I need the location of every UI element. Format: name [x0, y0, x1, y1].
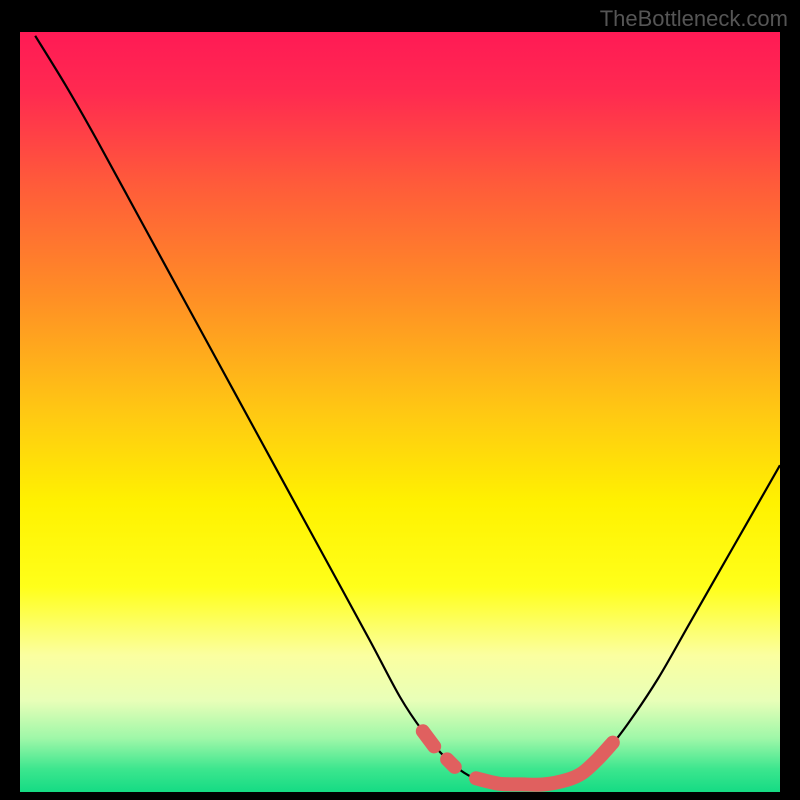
bottleneck-chart	[20, 32, 780, 792]
highlight-segment	[447, 759, 455, 767]
chart-background	[20, 32, 780, 792]
chart-container: TheBottleneck.com	[0, 0, 800, 800]
watermark-text: TheBottleneck.com	[600, 6, 788, 32]
highlight-segment	[423, 731, 434, 746]
